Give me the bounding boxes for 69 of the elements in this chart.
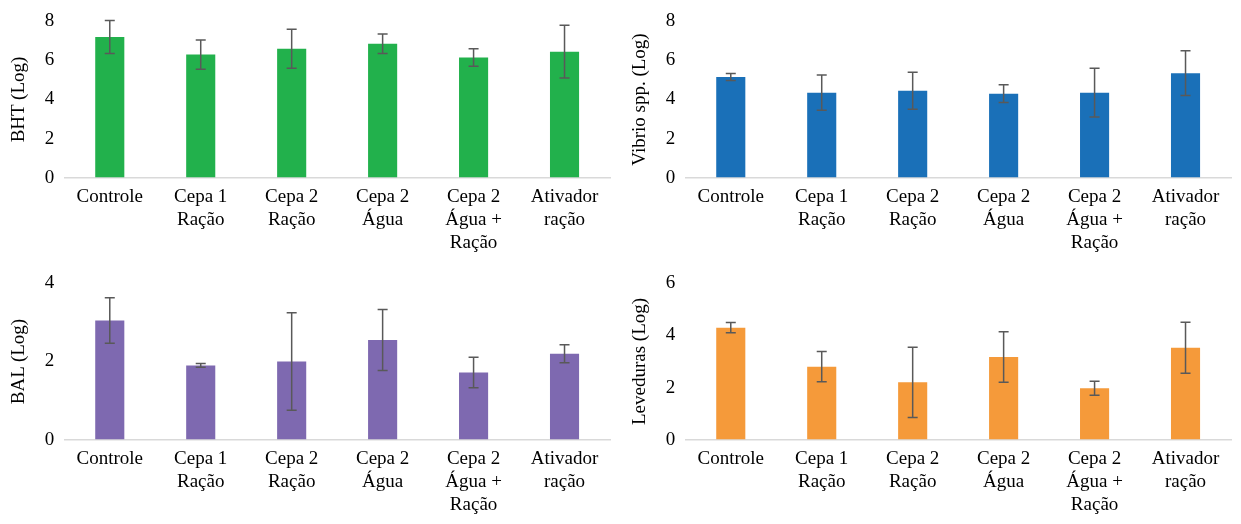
x-tick-label: Ativador ração — [530, 446, 599, 491]
bar — [1170, 73, 1201, 178]
bar — [459, 372, 489, 440]
x-tick-label: Cepa 2 Água — [355, 184, 410, 229]
y-axis-title: BAL (Log) — [7, 318, 30, 405]
bar — [807, 366, 837, 440]
x-tick-label: Cepa 1 Ração — [795, 184, 849, 229]
bar — [549, 353, 580, 440]
y-axis-title: Vibrio spp. (Log) — [628, 33, 651, 166]
y-tick-label: 2 — [665, 126, 676, 148]
bar — [1080, 388, 1110, 440]
y-tick-label: 2 — [44, 126, 55, 148]
x-tick-label: Cepa 2 Água + Ração — [445, 446, 502, 514]
y-tick-label: 4 — [44, 87, 55, 109]
x-tick-label: Cepa 2 Água + Ração — [1066, 184, 1123, 252]
y-tick-label: 0 — [665, 165, 676, 187]
bar — [1170, 347, 1201, 440]
y-tick-label: 4 — [44, 271, 55, 293]
bar — [989, 357, 1019, 440]
y-tick-label: 0 — [44, 165, 55, 187]
bar — [716, 77, 746, 178]
x-tick-label: Cepa 2 Ração — [886, 184, 940, 229]
x-tick-label: Ativador ração — [530, 184, 599, 229]
bar — [1080, 92, 1110, 178]
bar — [95, 37, 125, 178]
y-tick-label: 4 — [665, 323, 676, 345]
x-tick-label: Cepa 2 Água + Ração — [445, 184, 502, 252]
y-axis-title: BHT (Log) — [7, 56, 30, 143]
x-tick-label: Cepa 2 Água — [976, 446, 1031, 491]
x-tick-label: Cepa 2 Ração — [265, 184, 319, 229]
y-tick-label: 2 — [44, 349, 55, 371]
y-tick-label: 0 — [44, 427, 55, 449]
bar — [716, 327, 746, 440]
y-axis-title: Leveduras (Log) — [628, 297, 651, 426]
x-tick-label: Cepa 2 Água — [976, 184, 1031, 229]
bar — [368, 340, 398, 440]
y-tick-label: 8 — [44, 9, 55, 31]
x-tick-label: Controle — [76, 184, 144, 206]
bar — [807, 92, 837, 178]
bar — [898, 90, 928, 178]
x-tick-label: Controle — [697, 446, 765, 468]
y-tick-label: 8 — [665, 9, 676, 31]
x-tick-label: Cepa 1 Ração — [174, 184, 228, 229]
bar — [898, 382, 928, 440]
y-tick-label: 6 — [665, 48, 676, 70]
x-tick-label: Cepa 2 Ração — [886, 446, 940, 491]
x-tick-label: Controle — [697, 184, 765, 206]
x-tick-label: Cepa 2 Ração — [265, 446, 319, 491]
y-tick-label: 0 — [665, 427, 676, 449]
bar — [989, 93, 1019, 178]
bar — [368, 43, 398, 178]
x-tick-label: Ativador ração — [1151, 184, 1220, 229]
x-tick-label: Controle — [76, 446, 144, 468]
bar — [549, 51, 580, 178]
x-tick-label: Cepa 2 Água + Ração — [1066, 446, 1123, 514]
x-tick-label: Ativador ração — [1151, 446, 1220, 491]
y-tick-label: 6 — [665, 271, 676, 293]
bar — [186, 365, 216, 440]
y-tick-label: 6 — [44, 48, 55, 70]
x-tick-label: Cepa 1 Ração — [795, 446, 849, 491]
bar — [277, 361, 307, 440]
bar — [277, 48, 307, 178]
y-tick-label: 4 — [665, 87, 676, 109]
bar — [186, 54, 216, 178]
x-tick-label: Cepa 1 Ração — [174, 446, 228, 491]
x-tick-label: Cepa 2 Água — [355, 446, 410, 491]
y-tick-label: 2 — [665, 375, 676, 397]
bar — [95, 320, 125, 440]
bar — [459, 57, 489, 178]
